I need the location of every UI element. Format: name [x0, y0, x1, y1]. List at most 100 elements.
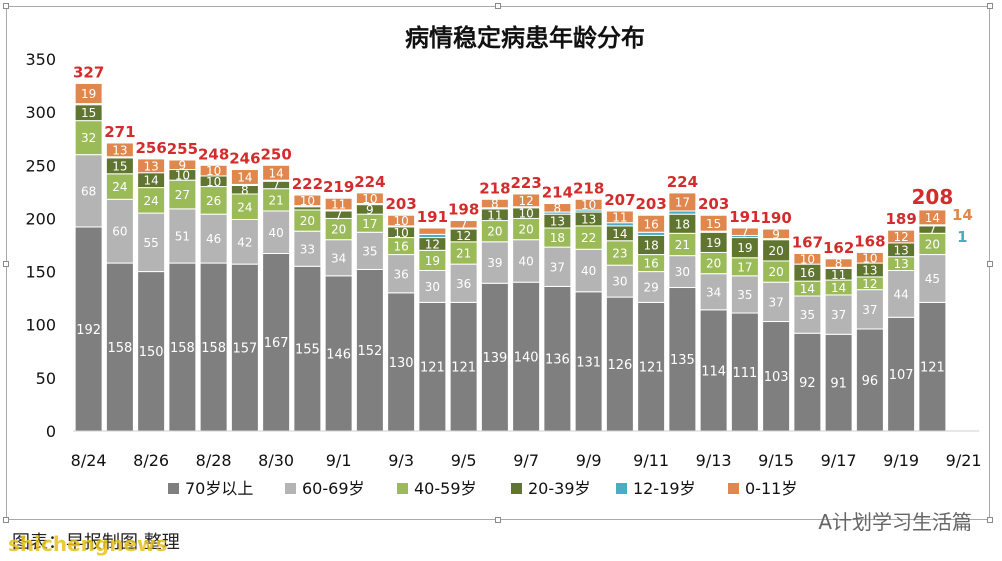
- resize-handle-top[interactable]: [495, 3, 501, 9]
- total-label: 219: [323, 178, 354, 196]
- x-tick-label: 9/21: [946, 451, 982, 470]
- data-label: 35: [362, 244, 377, 258]
- y-tick-label: 50: [36, 369, 56, 388]
- data-label: 139: [482, 351, 507, 366]
- legend-swatch: [285, 483, 296, 494]
- legend-swatch: [511, 483, 522, 494]
- bar-segment: [730, 312, 759, 432]
- data-label: 13: [112, 143, 127, 157]
- x-tick-label: 9/17: [821, 451, 857, 470]
- bar-segment: [918, 254, 947, 303]
- resize-handle-bottom-right[interactable]: [987, 517, 993, 523]
- bar-segment: [262, 253, 291, 432]
- bar-segment: [762, 321, 791, 432]
- y-tick-label: 200: [25, 209, 56, 228]
- resize-handle-top-left[interactable]: [3, 3, 9, 9]
- data-label: 68: [81, 184, 96, 198]
- total-label: 327: [73, 63, 104, 81]
- data-label: 46: [206, 232, 221, 246]
- data-label: 39: [487, 256, 502, 270]
- total-label: 214: [542, 184, 573, 202]
- legend-label: 0-11岁: [745, 479, 797, 498]
- total-label: 189: [885, 210, 916, 228]
- bar-segment: [137, 187, 166, 214]
- data-label: 35: [800, 308, 815, 322]
- bar-segment: [887, 270, 916, 318]
- bar-segment: [168, 208, 197, 264]
- bar-segment: [699, 273, 728, 311]
- chart-title: 病情稳定病患年龄分布: [405, 24, 645, 52]
- data-label: 12: [862, 277, 877, 291]
- total-label: 256: [135, 139, 166, 157]
- data-label: 12: [456, 229, 471, 243]
- data-label: 15: [81, 106, 96, 120]
- data-label: 13: [893, 243, 908, 257]
- watermark-right: A计划学习生活篇: [818, 510, 972, 534]
- data-label: 42: [237, 235, 252, 249]
- total-label: 271: [104, 123, 135, 141]
- y-tick-label: 250: [25, 156, 56, 175]
- legend-label: 12-19岁: [633, 479, 696, 498]
- bar-segment: [230, 169, 259, 185]
- bar-segment: [449, 263, 478, 303]
- data-label: 55: [143, 236, 158, 250]
- x-tick-label: 9/19: [883, 451, 919, 470]
- bar-segment: [293, 230, 322, 267]
- bar-segment: [855, 289, 884, 330]
- data-label: 19: [737, 241, 752, 255]
- total-label: 203: [698, 195, 729, 213]
- bar-group-9-11: 121 29 16 18 16 203: [635, 195, 667, 432]
- data-label: 17: [362, 217, 377, 231]
- data-label: 10: [800, 252, 815, 266]
- x-tick-label: 8/24: [71, 451, 107, 470]
- resize-handle-left[interactable]: [3, 261, 9, 267]
- bar-segment: [324, 239, 353, 277]
- bar-segment: [449, 301, 478, 432]
- data-label: 35: [737, 288, 752, 302]
- data-label: 13: [581, 213, 596, 227]
- data-label: 13: [893, 257, 908, 271]
- bar-segment: [699, 214, 728, 232]
- data-label: 13: [550, 215, 565, 229]
- data-label: 45: [925, 272, 940, 286]
- bar-segment: [262, 210, 291, 255]
- bar-segment: [730, 275, 759, 314]
- data-label: 20: [300, 214, 315, 228]
- total-label: 203: [635, 195, 666, 213]
- total-label: 224: [354, 173, 385, 191]
- data-label: 92: [799, 376, 816, 391]
- bar-segment: [324, 197, 353, 211]
- bar-group-9-13: 114 34 20 19 15 203: [698, 195, 729, 432]
- data-label: 136: [545, 353, 570, 368]
- bar-segment: [199, 186, 228, 215]
- total-label: 248: [198, 145, 229, 163]
- data-label: 10: [393, 226, 408, 240]
- data-label: 27: [175, 188, 190, 202]
- resize-handle-right[interactable]: [987, 261, 993, 267]
- resize-handle-top-right[interactable]: [987, 3, 993, 9]
- bar-segment: [74, 82, 103, 105]
- bar-segment: [387, 214, 416, 227]
- y-axis: 0 50 100 150 200 250 300 350: [25, 50, 56, 441]
- data-label: 37: [831, 308, 846, 322]
- bar-segment: [887, 316, 916, 432]
- total-label: 223: [510, 174, 541, 192]
- resize-handle-bottom[interactable]: [495, 517, 501, 523]
- bar-segment: [605, 210, 634, 224]
- total-label: 191: [729, 208, 760, 226]
- resize-handle-bottom-left[interactable]: [3, 517, 9, 523]
- data-label: 37: [550, 260, 565, 274]
- data-label: 30: [675, 265, 690, 279]
- data-label: 10: [518, 207, 533, 221]
- legend-label: 40-59岁: [414, 479, 477, 498]
